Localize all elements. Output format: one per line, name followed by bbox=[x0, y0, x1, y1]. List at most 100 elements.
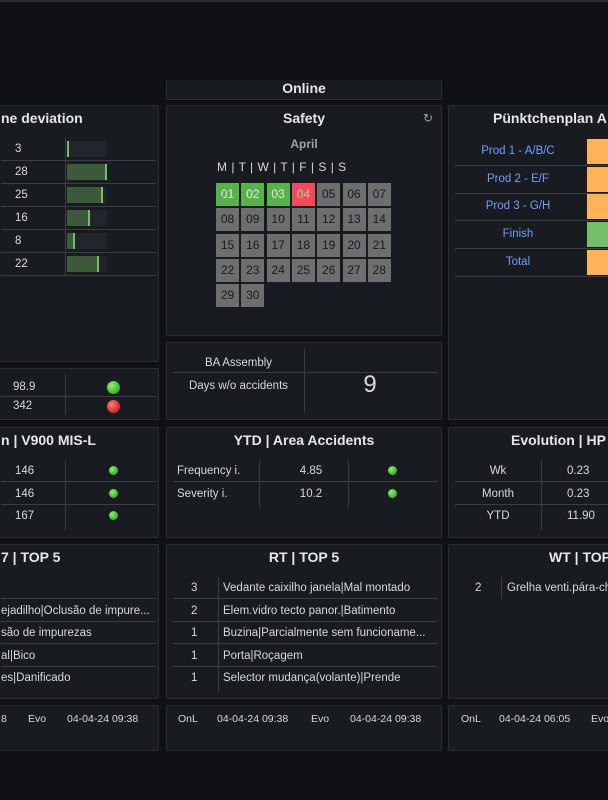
top-left-panel: 7 | TOP 5 ejadilho|Oclusão de impure... s… bbox=[0, 544, 159, 699]
top-left-text: al|Bico bbox=[1, 649, 36, 662]
calendar-day[interactable]: 27 bbox=[342, 258, 366, 282]
status-indicator-icon bbox=[109, 511, 118, 520]
calendar-day[interactable]: 14 bbox=[367, 208, 391, 232]
evolution-title: Evolution | HP bbox=[511, 432, 606, 448]
accidents-row: BA Assembly bbox=[173, 353, 437, 373]
calendar-day[interactable]: 17 bbox=[266, 233, 290, 257]
ytd-label: Severity i. bbox=[177, 487, 228, 500]
evolution-divider bbox=[541, 460, 542, 530]
calendar-day[interactable]: 15 bbox=[216, 233, 239, 257]
v900-title: n | V900 MIS-L bbox=[1, 432, 96, 448]
calendar-day[interactable]: 11 bbox=[291, 208, 315, 232]
deviation-bar bbox=[67, 141, 107, 157]
calendar-day[interactable]: 12 bbox=[317, 208, 341, 232]
calendar-day[interactable]: 19 bbox=[317, 233, 341, 257]
punktchen-label[interactable]: Finish bbox=[502, 228, 534, 241]
table-row bbox=[1, 577, 156, 599]
punktchen-label[interactable]: Prod 3 - G/H bbox=[485, 200, 551, 213]
calendar-day[interactable]: 25 bbox=[291, 258, 315, 282]
calendar-day[interactable]: 23 bbox=[241, 258, 265, 282]
table-row: al|Bico bbox=[1, 645, 156, 667]
calendar-day[interactable]: 06 bbox=[342, 183, 366, 206]
deviation-bar bbox=[67, 233, 107, 249]
deviation-bar-fill bbox=[67, 141, 69, 157]
table-row: Total bbox=[455, 249, 608, 277]
v900-value: 146 bbox=[15, 487, 35, 500]
v900-value: 146 bbox=[15, 465, 35, 477]
status-indicator-icon bbox=[109, 466, 118, 475]
footer-left-c: 04-04-24 09:38 bbox=[67, 713, 139, 725]
calendar-day[interactable]: 09 bbox=[241, 208, 265, 232]
footer-right-a: OnL bbox=[461, 713, 481, 725]
footer-mid-b: 04-04-24 09:38 bbox=[217, 713, 289, 725]
top-left-text: ejadilho|Oclusão de impure... bbox=[1, 604, 150, 617]
table-row: 3 bbox=[1, 138, 156, 161]
calendar-day[interactable]: 18 bbox=[291, 233, 315, 257]
accidents-label: Days w/o accidents bbox=[188, 380, 289, 392]
calendar-day[interactable]: 02 bbox=[241, 183, 265, 206]
calendar-day[interactable]: 04 bbox=[291, 183, 315, 206]
deviation-value: 3 bbox=[15, 143, 22, 155]
footer-right-b: 04-04-24 06:05 bbox=[499, 713, 571, 725]
punktchen-swatch bbox=[587, 166, 608, 192]
table-row: 2 Grelha venti.pára-ch bbox=[455, 577, 608, 599]
calendar-day[interactable]: 13 bbox=[342, 208, 366, 232]
deviation-value: 25 bbox=[15, 189, 28, 201]
deviation-bar bbox=[67, 187, 107, 203]
calendar-day[interactable]: 16 bbox=[241, 233, 265, 257]
ytd-value: 10.2 bbox=[299, 487, 323, 500]
calendar-day[interactable]: 28 bbox=[367, 258, 391, 282]
punktchen-label[interactable]: Prod 2 - E/F bbox=[487, 172, 549, 185]
evolution-label: YTD bbox=[486, 510, 510, 522]
calendar-day[interactable]: 22 bbox=[216, 258, 239, 282]
rt-panel: RT | TOP 5 3 Vedante caixilho janela|Mal … bbox=[166, 544, 442, 699]
table-row: 28 bbox=[1, 161, 156, 184]
safety-panel: Safety ↻ April M | T | W | T | F | S | S… bbox=[166, 105, 442, 336]
calendar-day[interactable]: 08 bbox=[216, 208, 239, 232]
top-left-text: es|Danificado bbox=[1, 672, 71, 684]
calendar-day[interactable]: 20 bbox=[342, 233, 366, 257]
rt-count: 1 bbox=[191, 627, 198, 639]
v900-value: 167 bbox=[15, 510, 35, 522]
punktchen-label[interactable]: Prod 1 - A/B/C bbox=[481, 145, 555, 157]
accidents-panel: BA Assembly Days w/o accidents 9 bbox=[166, 342, 442, 420]
table-row: Finish bbox=[455, 221, 608, 250]
calendar-day[interactable]: 10 bbox=[266, 208, 290, 232]
accidents-area: BA Assembly bbox=[204, 357, 273, 369]
deviation-bar bbox=[67, 256, 107, 272]
calendar-day[interactable]: 07 bbox=[367, 183, 391, 206]
calendar-day[interactable]: 05 bbox=[317, 183, 341, 206]
footer-mid-a: OnL bbox=[178, 713, 198, 725]
table-row: são de impurezas bbox=[1, 622, 156, 644]
footer-left-a: 8 bbox=[1, 713, 7, 725]
table-row: 1 Porta|Roçagem bbox=[173, 645, 437, 667]
calendar-day[interactable]: 21 bbox=[367, 233, 391, 257]
calendar-day[interactable]: 03 bbox=[266, 183, 290, 206]
wt-panel: WT | TOP 2 Grelha venti.pára-ch bbox=[448, 544, 608, 699]
calendar-day[interactable]: 30 bbox=[241, 284, 265, 308]
top-bar bbox=[0, 0, 608, 2]
table-row: es|Danificado bbox=[1, 667, 156, 689]
rt-text: Buzina|Parcialmente sem funcioname... bbox=[223, 627, 426, 639]
footer-left-b: Evo bbox=[28, 713, 47, 725]
table-row: ejadilho|Oclusão de impure... bbox=[1, 600, 156, 622]
refresh-icon[interactable]: ↻ bbox=[422, 111, 433, 125]
status-indicator-icon bbox=[107, 400, 120, 413]
footer-right-c: Evo bbox=[591, 713, 608, 725]
table-row: Severity i. 10.2 bbox=[173, 483, 437, 505]
table-row: Month 0.23 bbox=[455, 483, 608, 505]
punktchen-swatch bbox=[587, 139, 608, 164]
deviation-bar-fill bbox=[67, 256, 99, 272]
calendar-day[interactable]: 29 bbox=[216, 284, 239, 308]
evolution-panel: Evolution | HP Wk 0.23 Month 0.23 YTD 11.90 bbox=[448, 427, 608, 538]
calendar-day[interactable]: 24 bbox=[266, 258, 290, 282]
punktchen-panel: Pünktchenplan A Prod 1 - A/B/C Prod 2 - E… bbox=[448, 105, 608, 420]
status-indicator-icon bbox=[107, 381, 120, 394]
calendar-day[interactable]: 01 bbox=[216, 183, 239, 206]
punktchen-label[interactable]: Total bbox=[505, 255, 531, 268]
kpi-small-value: 342 bbox=[13, 400, 33, 412]
v900-divider bbox=[65, 460, 66, 530]
deviation-value: 16 bbox=[15, 212, 28, 224]
punktchen-swatch bbox=[587, 194, 608, 220]
calendar-day[interactable]: 26 bbox=[317, 258, 341, 282]
